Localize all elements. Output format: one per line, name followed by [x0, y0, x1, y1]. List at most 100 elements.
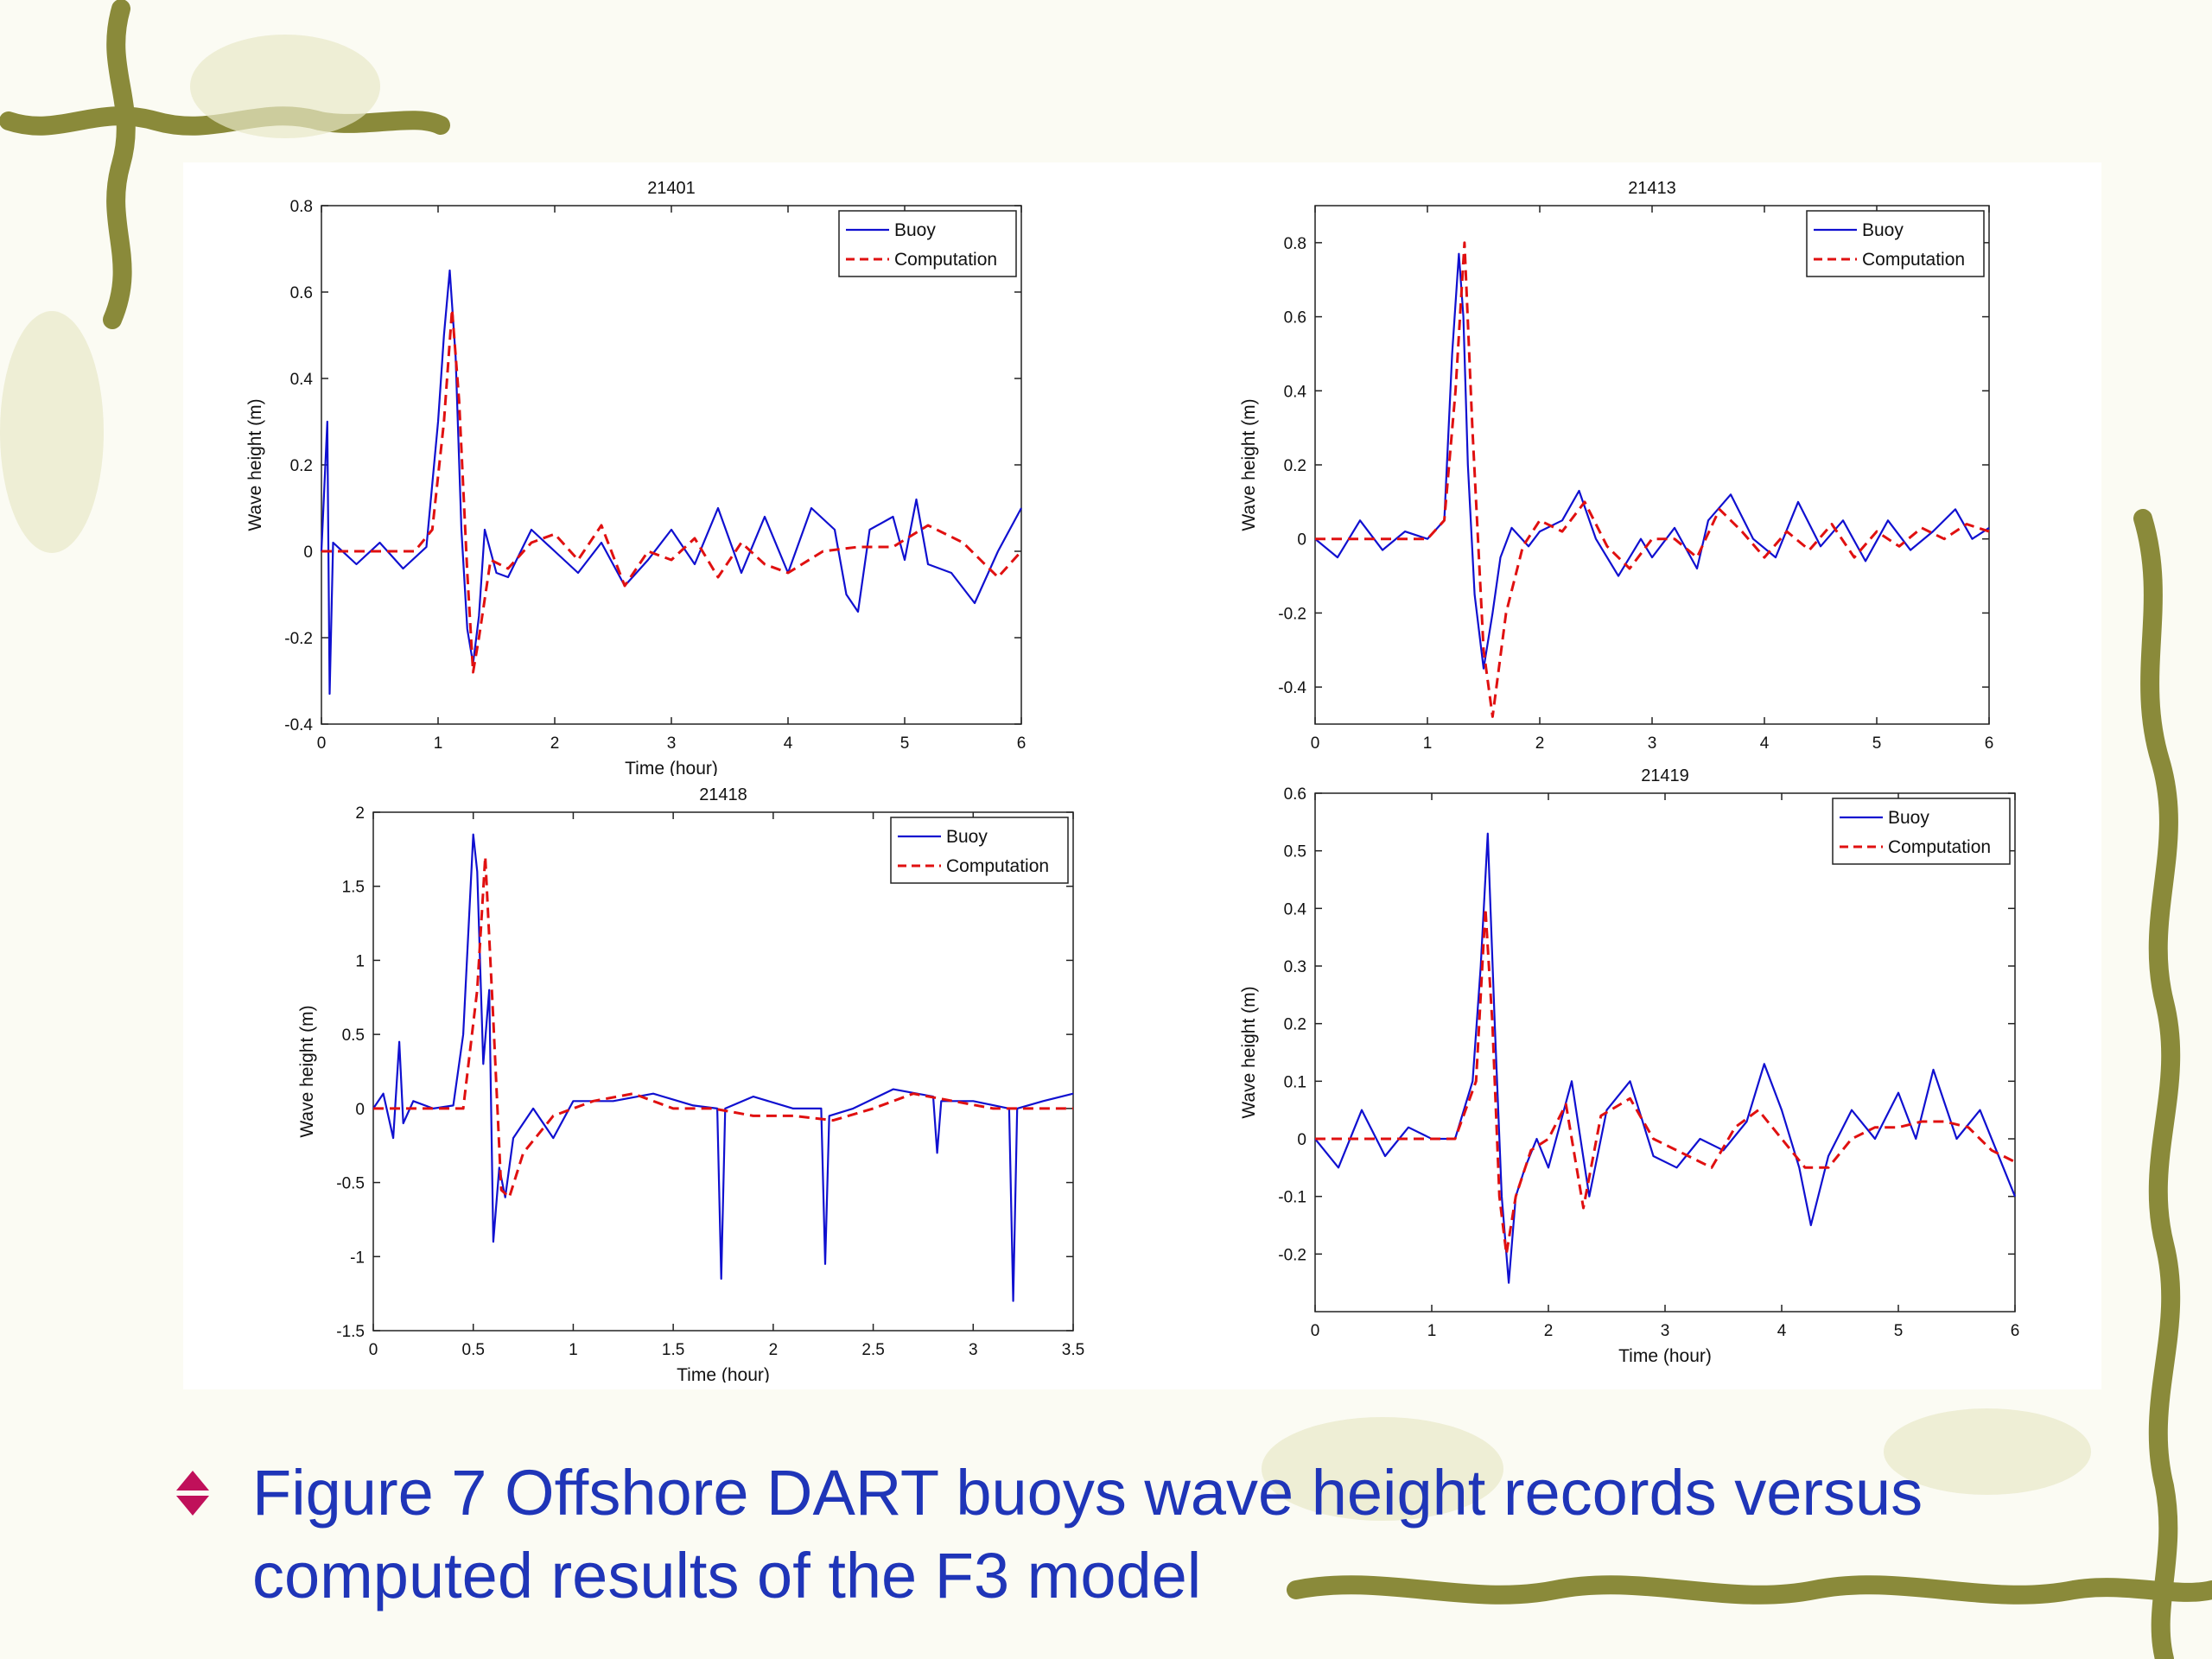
x-tick-label: 6 — [1985, 734, 1994, 753]
chart-title: 21401 — [647, 179, 696, 198]
y-tick-label: 0.8 — [290, 198, 313, 216]
y-tick-label: 0 — [1297, 1131, 1306, 1149]
legend-box — [1832, 798, 2011, 865]
y-tick-label: -0.2 — [1278, 1246, 1306, 1264]
chart-21418: 21418 0 0.5 1 1.5 2 2.5 3 3.5 -1.5 -1 -0.5 0 0.5 1 1.5 2… — [297, 785, 1084, 1382]
x-tick-label: 0 — [1311, 734, 1320, 753]
faded-vine-shapes — [0, 35, 2091, 1521]
y-tick-label: 0 — [355, 1101, 365, 1119]
figure-panel: 21401 0 1 2 3 4 5 6 -0.4 -0.2 0 0.2 0.4 0.6 0.8 Time (h… — [183, 162, 2101, 1389]
chart-title: 21413 — [1628, 179, 1676, 198]
x-tick-label: 6 — [2011, 1322, 2020, 1340]
legend-label: Buoy — [1888, 808, 1929, 828]
y-tick-label: 0.6 — [1284, 785, 1306, 804]
plot-area — [1314, 792, 2016, 1313]
x-tick-label: 5 — [900, 734, 910, 753]
x-tick-label: 0 — [317, 734, 327, 753]
series-line-computation — [1315, 241, 1990, 718]
y-tick-label: -1.5 — [336, 1323, 365, 1341]
y-tick-label: 0.1 — [1284, 1073, 1306, 1091]
y-tick-label: 0.5 — [1284, 843, 1306, 861]
y-tick-label: -0.2 — [284, 630, 313, 648]
x-axis-label: Time (hour) — [677, 1365, 770, 1382]
legend-label: Buoy — [894, 220, 936, 240]
y-axis-label: Wave height (m) — [1239, 398, 1259, 531]
x-tick-label: 6 — [1017, 734, 1027, 753]
y-tick-label: 0.2 — [1284, 1016, 1306, 1034]
x-tick-label: 1 — [434, 734, 443, 753]
x-tick-label: 2 — [1535, 734, 1545, 753]
x-tick-label: 1 — [1427, 1322, 1437, 1340]
legend-label: Computation — [894, 250, 997, 270]
series-line-buoy — [372, 833, 1074, 1302]
x-tick-label: 4 — [1777, 1322, 1787, 1340]
y-tick-label: 0.3 — [1284, 958, 1306, 976]
y-tick-label: 1 — [355, 952, 365, 970]
series-line-buoy — [320, 269, 1022, 696]
series-line-computation — [321, 308, 1023, 674]
x-tick-label: 1 — [569, 1341, 578, 1359]
x-tick-label: 0 — [1311, 1322, 1320, 1340]
legend-label: Computation — [1862, 250, 1965, 270]
x-tick-label: 2 — [769, 1341, 779, 1359]
x-tick-label: 3.5 — [1062, 1341, 1084, 1359]
x-tick-label: 3 — [667, 734, 677, 753]
x-tick-label: 1 — [1423, 734, 1433, 753]
series-line-buoy — [1314, 252, 1990, 670]
x-tick-label: 1.5 — [662, 1341, 684, 1359]
y-tick-label: -0.2 — [1278, 605, 1306, 623]
series-line-buoy — [1314, 832, 2017, 1284]
y-tick-label: -0.5 — [336, 1175, 365, 1193]
y-tick-label: 0.2 — [290, 457, 313, 475]
y-tick-label: 0 — [303, 543, 313, 562]
y-tick-label: 0.8 — [1284, 235, 1306, 253]
series-line-computation — [373, 855, 1073, 1199]
y-tick-label: 0.4 — [1284, 900, 1307, 918]
x-tick-label: 0.5 — [462, 1341, 485, 1359]
y-tick-label: 0 — [1297, 531, 1306, 550]
diamond-arrows-icon — [176, 1471, 209, 1516]
y-tick-label: 0.4 — [1284, 383, 1307, 401]
y-tick-label: 0.6 — [290, 284, 313, 302]
y-tick-label: -0.4 — [284, 716, 313, 734]
chart-title: 21419 — [1641, 766, 1689, 785]
legend-label: Buoy — [946, 827, 988, 847]
legend-box — [838, 210, 1017, 277]
legend-label: Buoy — [1862, 220, 1904, 240]
x-tick-label: 0 — [369, 1341, 378, 1359]
legend-label: Computation — [1888, 837, 1991, 857]
y-tick-label: 2 — [355, 804, 365, 823]
chart-21401: 21401 0 1 2 3 4 5 6 -0.4 -0.2 0 0.2 0.4 0.6 0.8 Time (h… — [245, 179, 1027, 776]
series-line-computation — [1315, 906, 2016, 1255]
legend-box — [890, 817, 1069, 884]
x-tick-label: 4 — [1760, 734, 1770, 753]
x-tick-label: 2 — [550, 734, 560, 753]
y-tick-label: 0.6 — [1284, 309, 1306, 327]
y-tick-label: 0.5 — [342, 1027, 365, 1045]
y-tick-label: -0.4 — [1278, 679, 1306, 697]
y-tick-label: 0.4 — [290, 371, 314, 389]
y-axis-label: Wave height (m) — [1239, 986, 1259, 1118]
caption-text: Figure 7 Offshore DART buoys wave height… — [252, 1457, 1923, 1611]
y-tick-label: 1.5 — [342, 879, 365, 897]
x-tick-label: 3 — [1661, 1322, 1670, 1340]
x-tick-label: 5 — [1872, 734, 1882, 753]
plot-area — [1314, 205, 1990, 725]
x-axis-label: Time (hour) — [625, 759, 718, 776]
plot-area — [321, 205, 1022, 725]
vine-decoration-right — [1287, 509, 2212, 1659]
legend-box — [1806, 210, 1985, 277]
x-axis-label: Time (hour) — [1618, 1346, 1712, 1366]
legend-label: Computation — [946, 856, 1049, 876]
x-tick-label: 2 — [1544, 1322, 1554, 1340]
chart-title: 21418 — [699, 785, 747, 804]
x-tick-label: 3 — [1648, 734, 1657, 753]
chart-21419: 21419 0 1 2 3 4 5 6 -0.2 -0.1 0 0.1 0.2 0.3 0.4 0.5 0.6 T… — [1239, 766, 2020, 1366]
x-tick-label: 5 — [1894, 1322, 1904, 1340]
y-axis-label: Wave height (m) — [245, 398, 265, 531]
y-tick-label: -1 — [350, 1249, 365, 1267]
y-tick-label: 0.2 — [1284, 457, 1306, 475]
y-tick-label: -0.1 — [1278, 1189, 1306, 1207]
